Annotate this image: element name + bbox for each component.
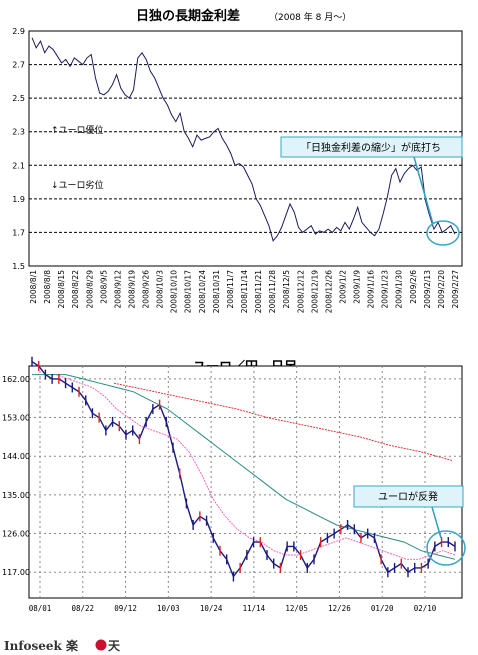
top-x-tick-label: 2008/9/5: [99, 270, 108, 304]
top-y-tick-label: 1.9: [12, 195, 25, 204]
bottom-highlight-circle: [426, 530, 466, 566]
top-x-tick-label: 2008/10/17: [184, 270, 193, 313]
bottom-y-tick-label: 126.00: [2, 530, 30, 539]
logo-text: Infoseek 楽: [4, 638, 79, 653]
top-x-tick-label: 2009/2/27: [451, 270, 460, 309]
top-x-tick-label: 2008/11/28: [268, 270, 277, 313]
bottom-price-line: [31, 361, 456, 578]
bottom-ma-long-line: [113, 382, 453, 461]
bottom-x-tick-label: 08/22: [71, 604, 94, 613]
top-x-tick-label: 2008/10/24: [198, 270, 207, 313]
top-x-tick-label: 2008/12/19: [310, 270, 319, 313]
bottom-x-tick-labels: 08/01 08/22 09/12 10/03 10/24 11/14 12/05 12/26…: [29, 604, 437, 613]
top-chart: 1.51.71.92.12.32.52.72.9 2008/8/1 2008/8/…: [12, 27, 463, 313]
bottom-y-tick-labels: 117.00 126.00 135.00 144.00 153.00 162.00: [2, 375, 30, 577]
bottom-ma-mid-line: [32, 374, 456, 560]
bottom-x-tick-label: 09/12: [114, 604, 137, 613]
top-chart-subtitle: （2008 年 8 月～）: [269, 11, 351, 23]
top-x-tick-label: 2008/12/5: [282, 270, 291, 309]
top-x-tick-label: 2009/1/2: [338, 270, 347, 304]
top-chart-title: 日独の長期金利差: [136, 8, 240, 24]
bottom-callout-box: [353, 485, 464, 508]
top-x-tick-label: 2009/2/6: [409, 270, 418, 304]
top-x-tick-label: 2009/1/16: [367, 270, 376, 309]
top-x-tick-label: 2008/9/12: [113, 270, 122, 309]
top-x-tick-label: 2008/9/26: [142, 270, 151, 309]
bottom-y-tick-label: 117.00: [2, 568, 30, 577]
bottom-x-tick-label: 10/03: [157, 604, 180, 613]
bottom-chart: 117.00 126.00 135.00 144.00 153.00 162.00 08/…: [2, 356, 466, 613]
bottom-x-tick-label: 01/20: [371, 604, 394, 613]
top-x-tick-label: 2008/10/31: [212, 270, 221, 313]
bottom-y-tick-label: 153.00: [2, 414, 30, 423]
top-x-tick-label: 2008/8/15: [57, 270, 66, 309]
top-y-tick-label: 2.5: [12, 94, 25, 103]
top-x-tick-label: 2008/8/8: [43, 270, 52, 304]
top-x-tick-label: 2008/8/1: [29, 270, 38, 304]
top-y-tick-labels: 1.5 1.7 1.9 2.1 2.3 2.5 2.7 2.9: [12, 27, 25, 271]
logo-r-mark-icon: [95, 639, 107, 651]
top-x-tick-label: 2009/1/23: [381, 270, 390, 309]
bottom-x-tick-label: 11/14: [243, 604, 266, 613]
top-series: [31, 37, 456, 242]
top-y-tick-label: 2.3: [12, 128, 25, 137]
top-x-tick-label: 2009/1/30: [395, 270, 404, 309]
annotation-euro-disadvantage: ↓ユーロ劣位: [51, 179, 104, 191]
bottom-y-tick-label: 135.00: [2, 491, 30, 500]
bottom-callout-pointer: [431, 506, 442, 539]
bottom-x-tick-label: 12/26: [328, 604, 351, 613]
top-series-line: [31, 37, 456, 242]
bottom-x-tick-label: 10/24: [200, 604, 223, 613]
top-y-tick-label: 1.7: [12, 228, 25, 237]
bottom-series: [31, 356, 456, 582]
top-y-tick-label: 1.5: [12, 262, 25, 271]
infoseek-rakuten-logo: Infoseek 楽 天: [4, 638, 121, 653]
bottom-x-tick-label: 02/10: [414, 604, 437, 613]
top-x-tick-label: 2008/8/29: [85, 270, 94, 309]
top-x-tick-label: 2008/10/3: [156, 270, 165, 309]
top-y-tick-label: 2.9: [12, 27, 25, 36]
top-gridlines: [29, 64, 462, 233]
bottom-plot-area: [28, 365, 463, 599]
top-x-tick-label: 2008/9/19: [127, 270, 136, 309]
bottom-y-tick-label: 162.00: [2, 375, 30, 384]
logo-text-tail: 天: [108, 639, 121, 653]
bottom-callout-text: ユーロが反発: [378, 490, 438, 503]
annotation-euro-advantage: ↑ユーロ優位: [51, 124, 104, 136]
top-x-tick-label: 2009/2/20: [437, 270, 446, 309]
top-y-tick-label: 2.7: [12, 61, 25, 70]
top-x-tick-label: 2008/11/21: [254, 270, 263, 313]
top-x-tick-label: 2009/2/13: [423, 270, 432, 309]
bottom-x-tick-label: 12/05: [285, 604, 308, 613]
top-x-tick-label: 2008/11/7: [226, 270, 235, 309]
top-y-tick-label: 2.1: [12, 161, 25, 170]
top-callout-text: 「日独金利差の縮少」が底打ち: [301, 141, 441, 154]
top-callout-box: [280, 136, 463, 158]
top-x-tick-label: 2008/8/22: [71, 270, 80, 309]
top-x-tick-label: 2009/1/9: [353, 270, 362, 304]
top-x-tick-label: 2008/10/10: [170, 270, 179, 313]
top-x-tick-labels: 2008/8/1 2008/8/8 2008/8/15 2008/8/22 2008/8…: [29, 270, 460, 313]
bottom-y-tick-label: 144.00: [2, 452, 30, 461]
top-x-tick-label: 2008/12/12: [296, 270, 305, 313]
top-x-tick-label: 2008/12/26: [324, 270, 333, 313]
top-highlight-circle: [426, 220, 460, 246]
bottom-x-tick-label: 08/01: [29, 604, 52, 613]
top-callout-pointer: [413, 156, 434, 225]
top-x-tick-label: 2008/11/14: [240, 270, 249, 313]
